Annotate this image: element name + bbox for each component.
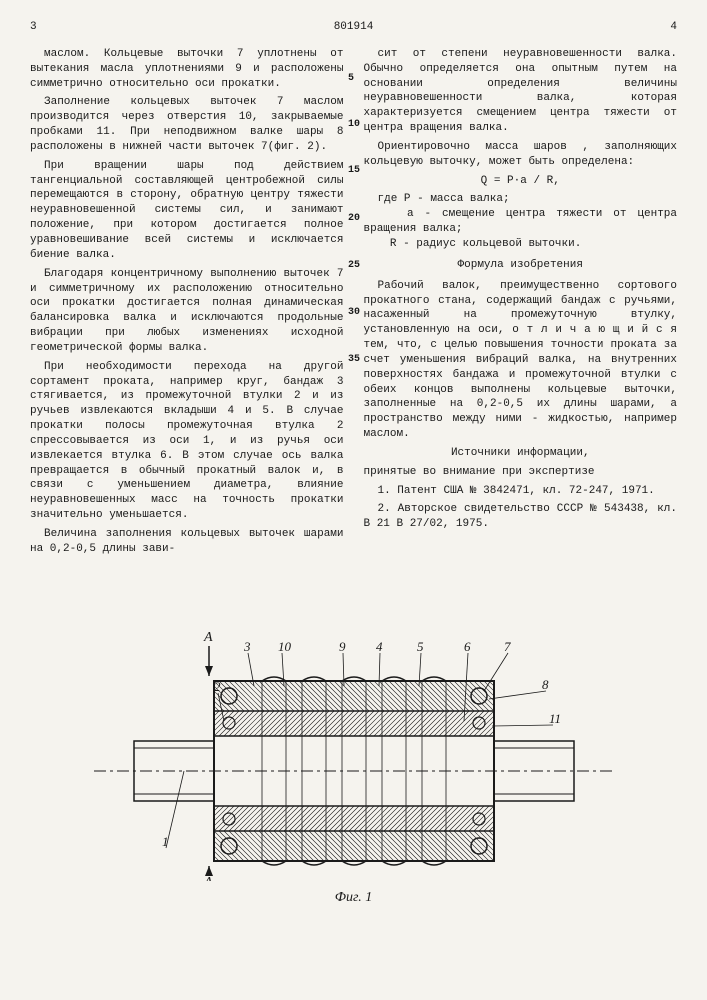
svg-text:8: 8 — [542, 677, 549, 692]
svg-text:3: 3 — [243, 639, 251, 654]
left-column: маслом. Кольцевые выточки 7 уплотнены от… — [30, 47, 344, 561]
svg-text:5: 5 — [417, 639, 424, 654]
where-block: где P - масса валка; a - смещение центра… — [364, 192, 678, 251]
para: Величина заполнения кольцевых выточек ша… — [30, 527, 344, 557]
page-number-left: 3 — [30, 20, 37, 35]
para: Ориентировочно масса шаров , заполняющих… — [364, 140, 678, 170]
claims-title: Формула изобретения — [364, 258, 678, 273]
formula: Q = P·a / R, — [364, 174, 678, 189]
para: Заполнение кольцевых выточек 7 маслом пр… — [30, 95, 344, 154]
page-header: 3 801914 4 — [30, 20, 677, 35]
sources-title: Источники информации, — [364, 446, 678, 461]
sources-subtitle: принятые во внимание при экспертизе — [364, 465, 678, 480]
page-number-right: 4 — [670, 20, 677, 35]
figure-1: AA1234567891011 Фиг. 1 — [30, 581, 677, 908]
svg-text:11: 11 — [549, 711, 561, 726]
svg-text:2: 2 — [214, 679, 221, 694]
figure-caption: Фиг. 1 — [30, 889, 677, 908]
claim-text: Рабочий валок, преимущественно сортового… — [364, 279, 678, 442]
para: При необходимости перехода на другой сор… — [30, 360, 344, 523]
technical-drawing: AA1234567891011 — [74, 581, 634, 881]
svg-text:4: 4 — [376, 639, 383, 654]
right-column: сит от степени неуравновешенности валка.… — [364, 47, 678, 561]
svg-text:6: 6 — [464, 639, 471, 654]
where-item: a - смещение центра тяжести от центра вр… — [364, 208, 678, 235]
where-label: где — [378, 193, 398, 205]
where-item: R - радиус кольцевой выточки. — [390, 238, 581, 250]
svg-text:7: 7 — [504, 639, 511, 654]
where-item: P - масса валка; — [404, 193, 510, 205]
para: сит от степени неуравновешенности валка.… — [364, 47, 678, 136]
para: Благодаря концентричному выполнению выто… — [30, 267, 344, 356]
svg-text:A: A — [203, 630, 213, 645]
svg-text:9: 9 — [339, 639, 346, 654]
para: маслом. Кольцевые выточки 7 уплотнены от… — [30, 47, 344, 92]
para: При вращении шары под действием тангенци… — [30, 159, 344, 263]
patent-number: 801914 — [334, 20, 374, 35]
source-item: 2. Авторское свидетельство СССР № 543438… — [364, 502, 678, 532]
source-item: 1. Патент США № 3842471, кл. 72-247, 197… — [364, 484, 678, 499]
svg-text:10: 10 — [278, 639, 292, 654]
